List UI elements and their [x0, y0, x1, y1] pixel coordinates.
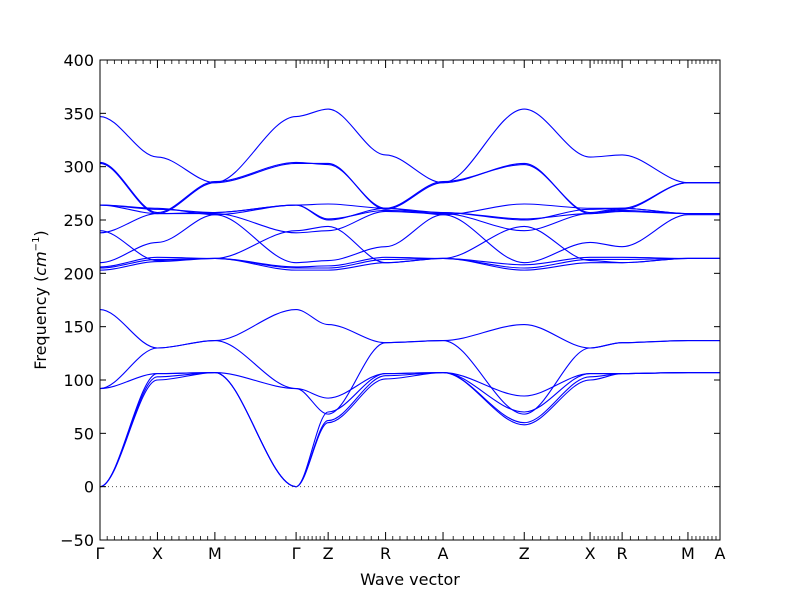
phonon-branch-line: [99, 257, 720, 271]
phonon-branch-line: [99, 371, 720, 488]
phonon-branch-line: [99, 339, 720, 415]
plot-frame: [99, 59, 721, 541]
x-tick-label: R: [617, 544, 628, 563]
phonon-branch-line: [99, 371, 720, 399]
x-tick-label: M: [208, 544, 222, 563]
x-axis-label: Wave vector: [360, 570, 460, 589]
y-axis-label-main: Frequency (: [31, 276, 50, 370]
y-tick-label: 350: [63, 104, 94, 123]
phonon-branch-line: [99, 309, 720, 349]
x-tick-label: M: [681, 544, 695, 563]
x-tick-label: Γ: [292, 544, 301, 563]
y-axis-label: Frequency (cm−1): [31, 230, 50, 369]
phonon-branch-line: [99, 371, 720, 488]
y-tick-label: 200: [63, 264, 94, 283]
phonon-branch-line: [99, 214, 720, 264]
phonon-branch-line: [99, 161, 720, 214]
phonon-branch-line: [99, 108, 720, 184]
x-tick-label: Γ: [96, 544, 105, 563]
x-tick-label: A: [438, 544, 449, 563]
x-tick-label: A: [715, 544, 726, 563]
y-tick-label: 50: [74, 424, 94, 443]
phonon-branch-line: [99, 162, 720, 215]
phonon-branch-line: [99, 225, 720, 264]
y-tick-label: 0: [84, 478, 94, 497]
y-tick-label: 400: [63, 51, 94, 70]
x-tick-label: Z: [323, 544, 334, 563]
x-tick-label: X: [152, 544, 163, 563]
y-axis: −50 0 50 100 150 200 250 300 350 400: [60, 51, 720, 550]
x-tick-label: R: [380, 544, 391, 563]
y-tick-label: 150: [63, 318, 94, 337]
y-tick-label: 300: [63, 158, 94, 177]
phonon-branch-line: [99, 210, 720, 234]
y-axis-label-exponent: −1: [31, 237, 42, 252]
y-axis-label-close: ): [31, 230, 50, 236]
x-tick-label: X: [585, 544, 596, 563]
y-tick-label: 100: [63, 371, 94, 390]
x-tick-label: Z: [519, 544, 530, 563]
y-tick-label: −50: [60, 531, 94, 550]
phonon-branch-line: [99, 371, 720, 488]
band-lines-group: [99, 108, 720, 488]
y-tick-label: 250: [63, 211, 94, 230]
y-axis-label-unit: cm: [31, 251, 50, 275]
